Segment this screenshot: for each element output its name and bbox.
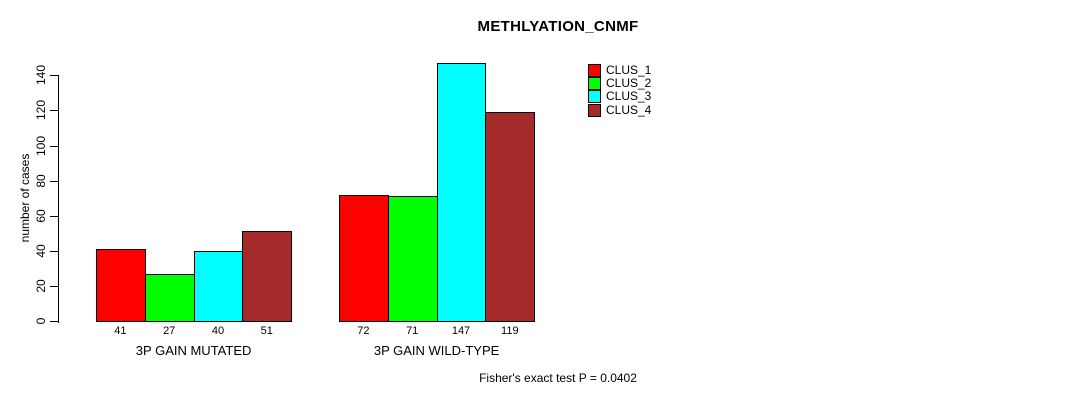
y-tick-label: 40: [34, 244, 48, 258]
y-axis-label: number of cases: [18, 153, 32, 243]
y-tick-label: 120: [34, 100, 48, 121]
legend-row-clus_1: CLUS_1: [588, 63, 652, 78]
legend-row-clus_4: CLUS_4: [588, 102, 652, 117]
y-tick-label: 140: [34, 65, 48, 86]
legend: CLUS_1 CLUS_2 CLUS_3 CLUS_4: [588, 64, 651, 117]
legend-swatch-clus_4: [588, 103, 601, 117]
legend-swatch-clus_1: [588, 64, 601, 78]
group-label: 3P GAIN WILD-TYPE: [373, 343, 500, 358]
y-tick-mark: [50, 321, 58, 322]
bar-value-label: 40: [211, 325, 225, 337]
y-tick-mark: [50, 145, 58, 147]
bar-value-label: 27: [163, 325, 176, 337]
y-tick-label: 0: [34, 317, 48, 325]
bar-clus_1-1: [96, 249, 146, 322]
bar-clus_1-2: [339, 194, 389, 322]
legend-swatch-clus_2: [588, 77, 601, 91]
y-tick-mark: [50, 110, 58, 112]
bar-clus_3-2: [436, 63, 487, 322]
bar-value-label: 147: [451, 325, 471, 337]
legend-label: CLUS_1: [606, 63, 652, 78]
y-tick-mark: [50, 250, 58, 252]
bar-clus_3-1: [193, 250, 244, 322]
group-label: 3P GAIN MUTATED: [135, 343, 252, 358]
footnote-fisher-test: Fisher's exact test P = 0.0402: [479, 371, 637, 385]
bar-value-label: 119: [501, 325, 519, 337]
bar-value-label: 51: [260, 325, 273, 337]
legend-row-clus_2: CLUS_2: [588, 76, 652, 91]
y-tick-label: 60: [34, 209, 48, 223]
bar-clus_2-1: [144, 273, 195, 322]
y-axis-line: [58, 75, 59, 323]
bar-clus_4-2: [485, 112, 536, 322]
y-tick-label: 20: [34, 279, 48, 293]
legend-row-clus_3: CLUS_3: [588, 89, 652, 104]
y-tick-mark: [50, 75, 58, 77]
bar-value-label: 41: [114, 325, 127, 337]
legend-label: CLUS_2: [606, 76, 652, 91]
bar-value-label: 72: [357, 325, 370, 337]
chart-title: METHLYATION_CNMF: [477, 18, 639, 35]
y-tick-label: 100: [34, 135, 48, 156]
y-tick-mark: [50, 180, 58, 182]
legend-label: CLUS_4: [606, 102, 652, 117]
bar-clus_2-2: [387, 196, 438, 322]
bar-value-label: 71: [406, 325, 419, 337]
y-tick-mark: [50, 215, 58, 217]
bar-clus_4-1: [242, 231, 293, 322]
y-tick-mark: [50, 285, 58, 287]
legend-label: CLUS_3: [606, 89, 652, 104]
legend-swatch-clus_3: [588, 90, 601, 104]
y-tick-label: 80: [34, 173, 48, 188]
